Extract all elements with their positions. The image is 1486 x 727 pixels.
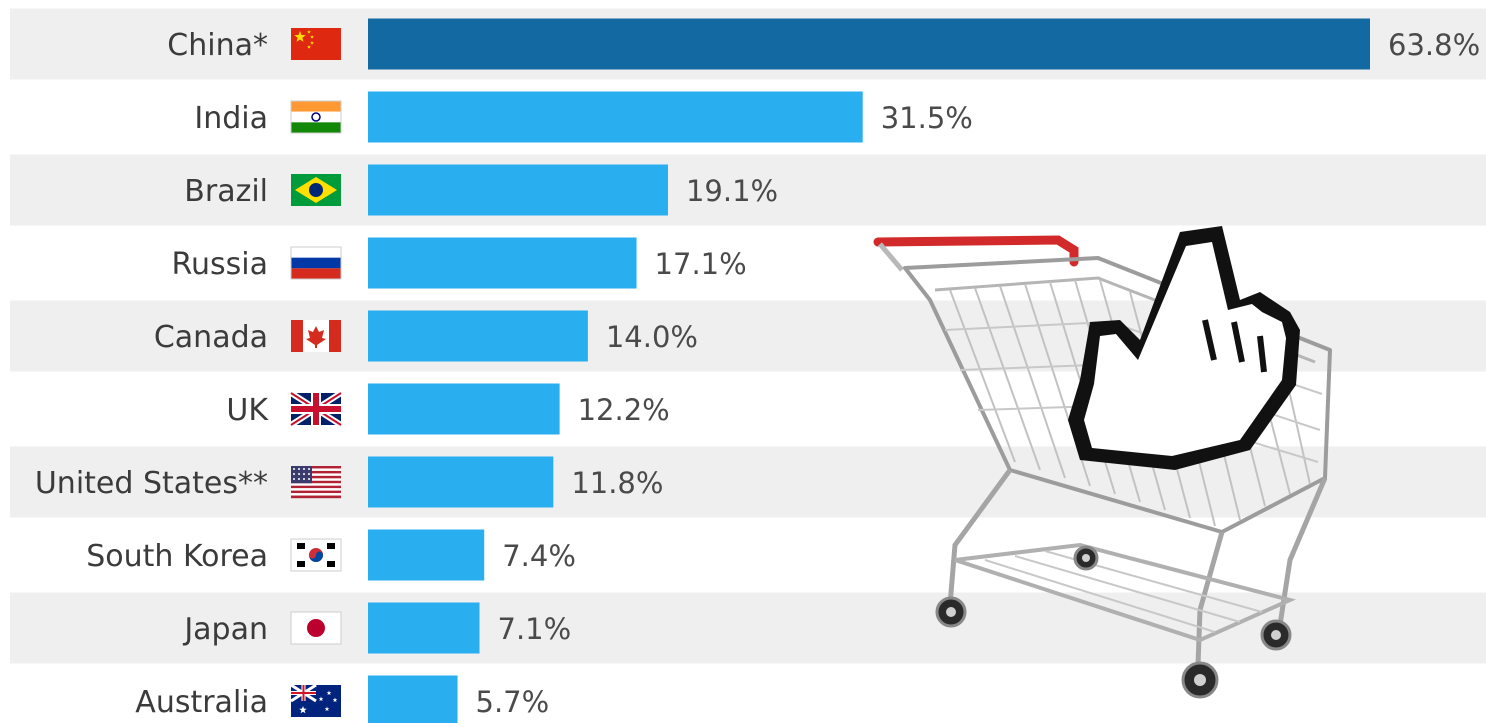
category-label: UK <box>226 393 269 428</box>
china-flag-icon <box>291 28 341 60</box>
us-flag-icon <box>291 466 341 499</box>
uk-flag-icon <box>289 390 343 428</box>
bar <box>368 237 637 289</box>
bar <box>368 310 588 362</box>
value-label: 19.1% <box>686 174 778 208</box>
category-label: Japan <box>182 612 268 647</box>
value-label: 11.8% <box>571 466 663 500</box>
bar <box>368 529 485 581</box>
india-flag-icon <box>290 100 342 134</box>
bar <box>368 91 863 143</box>
bar <box>368 675 458 727</box>
category-label: South Korea <box>86 539 268 574</box>
australia-flag-icon <box>290 683 341 717</box>
category-label: China* <box>167 28 268 63</box>
category-label: Brazil <box>184 174 268 209</box>
value-label: 63.8% <box>1388 28 1480 62</box>
bar <box>368 18 1370 70</box>
category-label: Australia <box>135 685 268 720</box>
value-label: 31.5% <box>881 101 973 135</box>
japan-flag-icon <box>290 611 342 645</box>
value-label: 7.4% <box>502 539 576 573</box>
value-label: 7.1% <box>498 612 572 646</box>
russia-flag-icon <box>290 246 342 280</box>
category-label: United States** <box>35 466 268 501</box>
shopping-cart-icon <box>873 226 1332 699</box>
value-label: 12.2% <box>578 393 670 427</box>
south-korea-flag-icon <box>290 538 342 572</box>
value-label: 14.0% <box>606 320 698 354</box>
row-band <box>10 446 1486 518</box>
category-label: India <box>194 101 268 136</box>
cursor-hand-icon <box>1068 226 1300 470</box>
bar <box>368 164 668 216</box>
value-label: 5.7% <box>476 685 550 719</box>
bar <box>368 456 554 508</box>
bar <box>368 602 480 654</box>
value-label: 17.1% <box>655 247 747 281</box>
bar <box>368 383 560 435</box>
category-label: Russia <box>172 247 269 282</box>
canada-flag-icon <box>291 320 341 352</box>
row-band <box>10 154 1486 226</box>
category-label: Canada <box>154 320 268 355</box>
brazil-flag-icon <box>291 174 341 206</box>
row-band <box>10 592 1486 664</box>
